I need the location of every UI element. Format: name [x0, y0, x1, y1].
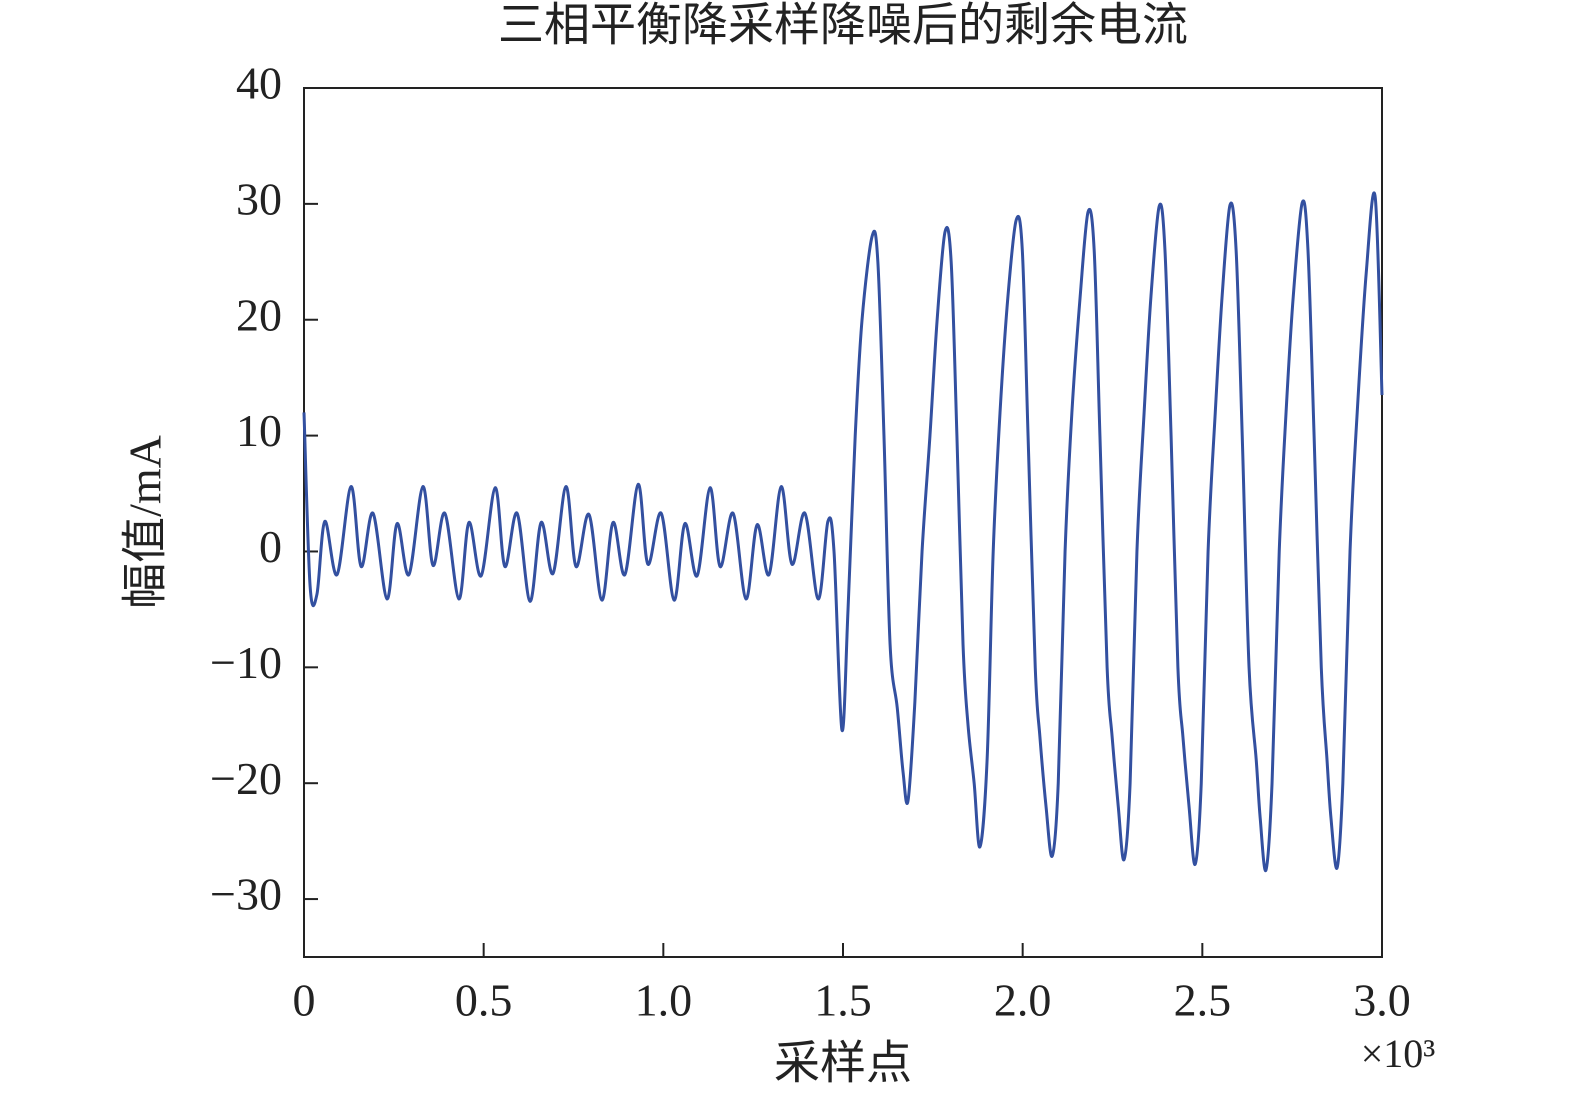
x-tick-label: 1.5 [814, 975, 872, 1026]
y-tick-label: −30 [210, 869, 282, 920]
y-tick-label: −10 [210, 637, 282, 688]
x-tick-label: 2.5 [1174, 975, 1232, 1026]
x-tick-label: 1.0 [635, 975, 693, 1026]
y-tick-label: 20 [236, 289, 282, 340]
y-tick-label: 40 [236, 58, 282, 109]
y-tick-label: 10 [236, 405, 282, 456]
x-tick-label: 0.5 [455, 975, 513, 1026]
chart-title: 三相平衡降采样降噪后的剩余电流 [498, 0, 1188, 51]
signal-line [302, 191, 1384, 872]
y-tick-label: −20 [210, 753, 282, 804]
y-tick-label: 0 [259, 521, 282, 572]
x-axis-label: 采样点 [774, 1038, 912, 1089]
x-tick-label: 3.0 [1353, 975, 1411, 1026]
x-tick-label: 2.0 [994, 975, 1052, 1026]
plot-frame [303, 87, 1383, 958]
y-tick-label: 30 [236, 173, 282, 224]
y-axis-label: 幅值/mA [120, 435, 171, 609]
x-tick-label: 0 [293, 975, 316, 1026]
x-multiplier: ×10³ [1361, 1031, 1436, 1076]
